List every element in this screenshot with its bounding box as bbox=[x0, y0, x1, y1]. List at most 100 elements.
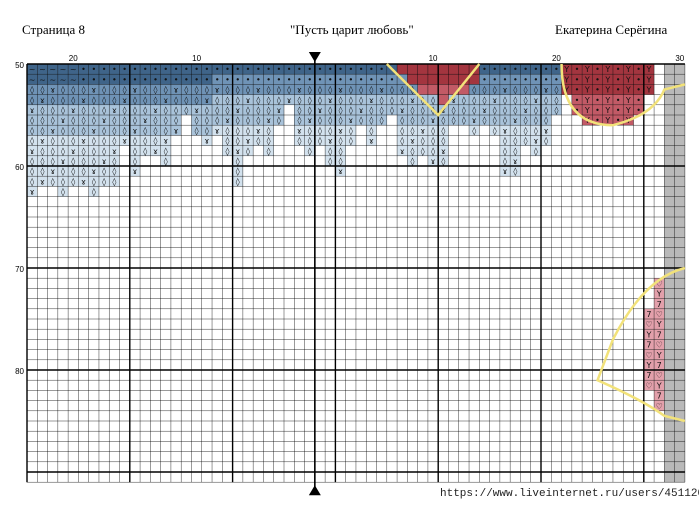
stitch-cell bbox=[366, 104, 377, 115]
stitch-cell bbox=[571, 94, 583, 105]
stitch-cell bbox=[345, 135, 356, 146]
stitch-cell bbox=[222, 94, 233, 105]
stitch-symbol: ◊ bbox=[318, 96, 322, 105]
stitch-symbol: ɤ bbox=[143, 116, 148, 125]
stitch-cell bbox=[140, 145, 151, 156]
stitch-cell bbox=[366, 84, 377, 95]
stitch-symbol: ◊ bbox=[40, 167, 44, 176]
stitch-cell bbox=[602, 64, 613, 75]
stitch-cell bbox=[57, 166, 69, 177]
stitch-symbol: ◊ bbox=[51, 157, 55, 166]
stitch-symbol: Y bbox=[584, 75, 590, 84]
stitch-cell bbox=[489, 104, 500, 115]
stitch-symbol: ◊ bbox=[71, 126, 75, 135]
stitch-cell bbox=[27, 176, 38, 187]
stitch-cell bbox=[623, 84, 634, 95]
stitch-cell bbox=[212, 64, 223, 75]
stitch-cell bbox=[201, 84, 213, 95]
stitch-cell bbox=[417, 64, 428, 75]
stitch-cell bbox=[397, 135, 408, 146]
stitch-symbol: ◊ bbox=[328, 86, 332, 95]
stitch-symbol: ɤ bbox=[513, 157, 518, 166]
stitch-cell bbox=[438, 125, 449, 136]
stitch-cell bbox=[109, 115, 120, 126]
stitch-cell bbox=[623, 74, 634, 85]
stitch-cell bbox=[78, 104, 89, 115]
stitch-cell bbox=[427, 74, 439, 85]
stitch-cell bbox=[530, 135, 541, 146]
stitch-symbol: ◊ bbox=[30, 96, 34, 105]
stitch-symbol: ɤ bbox=[503, 86, 508, 95]
stitch-symbol: • bbox=[297, 65, 302, 74]
stitch-symbol: ◊ bbox=[82, 86, 86, 95]
stitch-symbol: ◊ bbox=[380, 116, 384, 125]
stitch-symbol: ◊ bbox=[71, 116, 75, 125]
stitch-cell bbox=[314, 104, 326, 115]
stitch-cell bbox=[222, 104, 233, 115]
stitch-cell bbox=[129, 94, 141, 105]
row-label: 60 bbox=[15, 163, 24, 172]
stitch-cell bbox=[355, 104, 367, 115]
stitch-cell bbox=[140, 64, 151, 75]
stitch-symbol: • bbox=[616, 86, 621, 95]
stitch-cell bbox=[499, 135, 511, 146]
center-marker-top bbox=[308, 52, 321, 62]
stitch-symbol: ◊ bbox=[308, 147, 312, 156]
stitch-cell bbox=[304, 74, 315, 85]
stitch-symbol: ◊ bbox=[513, 147, 517, 156]
stitch-cell bbox=[335, 125, 346, 136]
stitch-cell bbox=[88, 176, 99, 187]
stitch-cell bbox=[181, 104, 192, 115]
stitch-symbol: • bbox=[379, 75, 384, 84]
stitch-symbol: Y bbox=[563, 86, 569, 95]
stitch-symbol: ◊ bbox=[71, 157, 75, 166]
stitch-cell bbox=[561, 74, 572, 85]
stitch-symbol: • bbox=[595, 86, 600, 95]
stitch-symbol: ◊ bbox=[112, 137, 116, 146]
stitch-cell bbox=[47, 135, 58, 146]
stitch-cell bbox=[68, 135, 79, 146]
stitch-cell bbox=[129, 155, 141, 166]
stitch-cell bbox=[510, 166, 521, 177]
stitch-cell bbox=[284, 64, 295, 75]
stitch-cell bbox=[499, 155, 511, 166]
stitch-symbol: ◊ bbox=[61, 86, 65, 95]
stitch-cell bbox=[160, 135, 171, 146]
stitch-cell bbox=[98, 64, 110, 75]
stitch-cell bbox=[397, 94, 408, 105]
stitch-symbol: ◊ bbox=[112, 86, 116, 95]
stitch-symbol: ◊ bbox=[30, 137, 34, 146]
stitch-symbol: • bbox=[194, 75, 199, 84]
stitch-symbol: • bbox=[482, 65, 487, 74]
stitch-symbol: ɤ bbox=[287, 96, 292, 105]
stitch-symbol: ◊ bbox=[513, 167, 517, 176]
stitch-cell bbox=[643, 329, 655, 340]
stitch-cell bbox=[294, 104, 305, 115]
stitch-symbol: ◊ bbox=[524, 126, 528, 135]
stitch-cell bbox=[458, 94, 470, 105]
stitch-symbol: • bbox=[246, 75, 251, 84]
stitch-cell bbox=[78, 166, 89, 177]
stitch-symbol: ◊ bbox=[236, 137, 240, 146]
stitch-cell bbox=[643, 64, 655, 75]
stitch-cell bbox=[263, 125, 274, 136]
stitch-symbol: ɤ bbox=[50, 86, 55, 95]
stitch-symbol: ◊ bbox=[164, 126, 168, 135]
stitch-cell bbox=[541, 135, 552, 146]
stitch-symbol: Y bbox=[563, 65, 569, 74]
stitch-cell bbox=[458, 104, 470, 115]
stitch-symbol: ◊ bbox=[143, 106, 147, 115]
stitch-symbol: ◊ bbox=[195, 86, 199, 95]
stitch-cell bbox=[57, 186, 69, 197]
stitch-cell bbox=[222, 115, 233, 126]
stitch-cell bbox=[27, 84, 38, 95]
stitch-symbol: ◊ bbox=[318, 116, 322, 125]
stitch-cell bbox=[417, 115, 428, 126]
stitch-cell bbox=[129, 64, 141, 75]
stitch-symbol: 7 bbox=[657, 361, 662, 370]
stitch-cell bbox=[510, 115, 521, 126]
stitch-symbol: • bbox=[554, 75, 559, 84]
stitch-symbol: • bbox=[307, 65, 312, 74]
stitch-cell bbox=[499, 104, 511, 115]
stitch-symbol: ɤ bbox=[307, 116, 312, 125]
